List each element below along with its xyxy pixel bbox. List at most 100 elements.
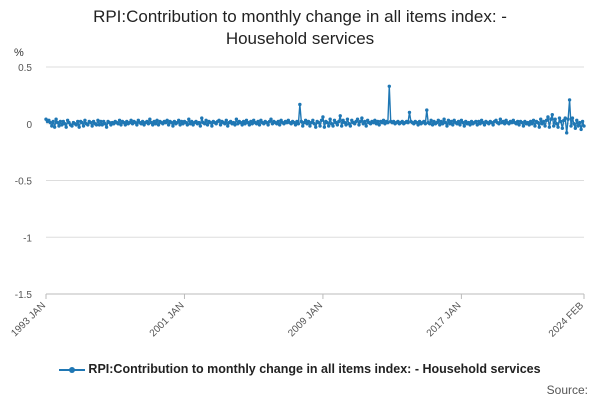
data-point	[572, 122, 576, 126]
data-point	[579, 127, 583, 132]
data-point	[357, 123, 361, 127]
data-point	[218, 123, 223, 127]
data-point	[100, 123, 104, 127]
data-point	[567, 98, 572, 102]
data-point	[266, 123, 270, 127]
data-point	[312, 122, 316, 126]
data-point	[430, 123, 435, 127]
data-point	[406, 120, 410, 125]
data-point	[461, 120, 465, 125]
data-point	[250, 122, 254, 126]
data-point	[577, 120, 582, 125]
data-point	[339, 124, 344, 128]
data-point	[202, 122, 207, 126]
data-point	[478, 122, 482, 126]
data-point	[468, 123, 472, 127]
data-point	[387, 84, 391, 89]
data-point	[234, 117, 239, 121]
data-point	[521, 124, 526, 128]
data-point	[335, 123, 340, 127]
legend[interactable]: RPI:Contribution to monthly change in al…	[0, 362, 600, 376]
data-point	[381, 118, 386, 123]
data-point	[438, 123, 442, 127]
data-point	[423, 122, 428, 126]
chart-title-line-2: Household services	[225, 29, 375, 48]
data-point	[314, 125, 318, 129]
data-point	[373, 118, 377, 123]
data-point	[50, 124, 54, 128]
data-point	[224, 118, 228, 123]
data-point	[427, 122, 432, 126]
data-point	[446, 118, 451, 123]
data-point	[117, 118, 122, 123]
data-point	[247, 123, 252, 127]
data-point	[321, 115, 325, 119]
data-point	[546, 115, 550, 119]
data-point	[517, 123, 521, 127]
data-point	[269, 117, 273, 121]
data-point	[165, 118, 169, 123]
data-point	[580, 119, 585, 124]
data-point	[83, 118, 87, 123]
data-point	[97, 123, 102, 127]
axes	[45, 293, 585, 299]
data-point	[308, 124, 312, 128]
series-household-services	[44, 84, 586, 135]
data-point	[569, 124, 573, 128]
data-point	[582, 124, 586, 128]
data-point	[276, 119, 280, 124]
data-point	[204, 118, 208, 123]
data-point	[156, 123, 161, 127]
data-point	[328, 117, 332, 121]
data-point	[363, 119, 367, 124]
data-point	[344, 123, 348, 127]
data-point	[86, 123, 90, 127]
data-point	[497, 122, 501, 126]
data-point	[70, 124, 74, 128]
data-point	[296, 122, 301, 126]
data-point	[104, 125, 109, 129]
data-point	[345, 117, 350, 121]
data-point	[451, 123, 455, 127]
data-point	[530, 122, 534, 126]
data-point	[458, 123, 462, 127]
data-point	[570, 116, 575, 120]
data-point	[311, 118, 315, 123]
data-point	[575, 118, 579, 123]
data-point	[364, 124, 368, 128]
data-point	[90, 124, 94, 128]
data-point	[185, 123, 190, 127]
data-point	[440, 122, 445, 126]
x-tick-label: 2017 JAN	[425, 300, 464, 339]
data-point	[539, 117, 543, 121]
data-point	[178, 123, 182, 127]
data-point	[436, 118, 441, 123]
data-point	[502, 122, 507, 126]
data-point	[171, 124, 175, 128]
data-point	[338, 114, 342, 118]
data-point	[556, 125, 560, 129]
data-point	[119, 123, 123, 127]
data-point	[360, 116, 364, 120]
data-point	[554, 122, 559, 126]
data-point	[48, 120, 53, 125]
data-point	[515, 119, 520, 124]
chart-title-line-1: RPI:Contribution to monthly change in al…	[93, 7, 507, 26]
x-tick-label: 1993 JAN	[9, 300, 48, 339]
data-point	[355, 117, 360, 121]
y-tick-label: -1	[23, 233, 32, 244]
data-point	[316, 120, 321, 125]
data-point	[563, 116, 567, 120]
data-point	[51, 119, 55, 124]
data-point	[123, 123, 128, 127]
data-point	[425, 108, 429, 112]
data-point	[576, 124, 580, 128]
data-point	[55, 120, 60, 125]
data-point	[319, 118, 324, 123]
data-point	[74, 123, 78, 127]
data-point	[456, 119, 461, 124]
data-point	[377, 123, 381, 127]
legend-swatch	[59, 365, 86, 375]
data-point	[531, 118, 536, 123]
data-point	[151, 123, 155, 127]
